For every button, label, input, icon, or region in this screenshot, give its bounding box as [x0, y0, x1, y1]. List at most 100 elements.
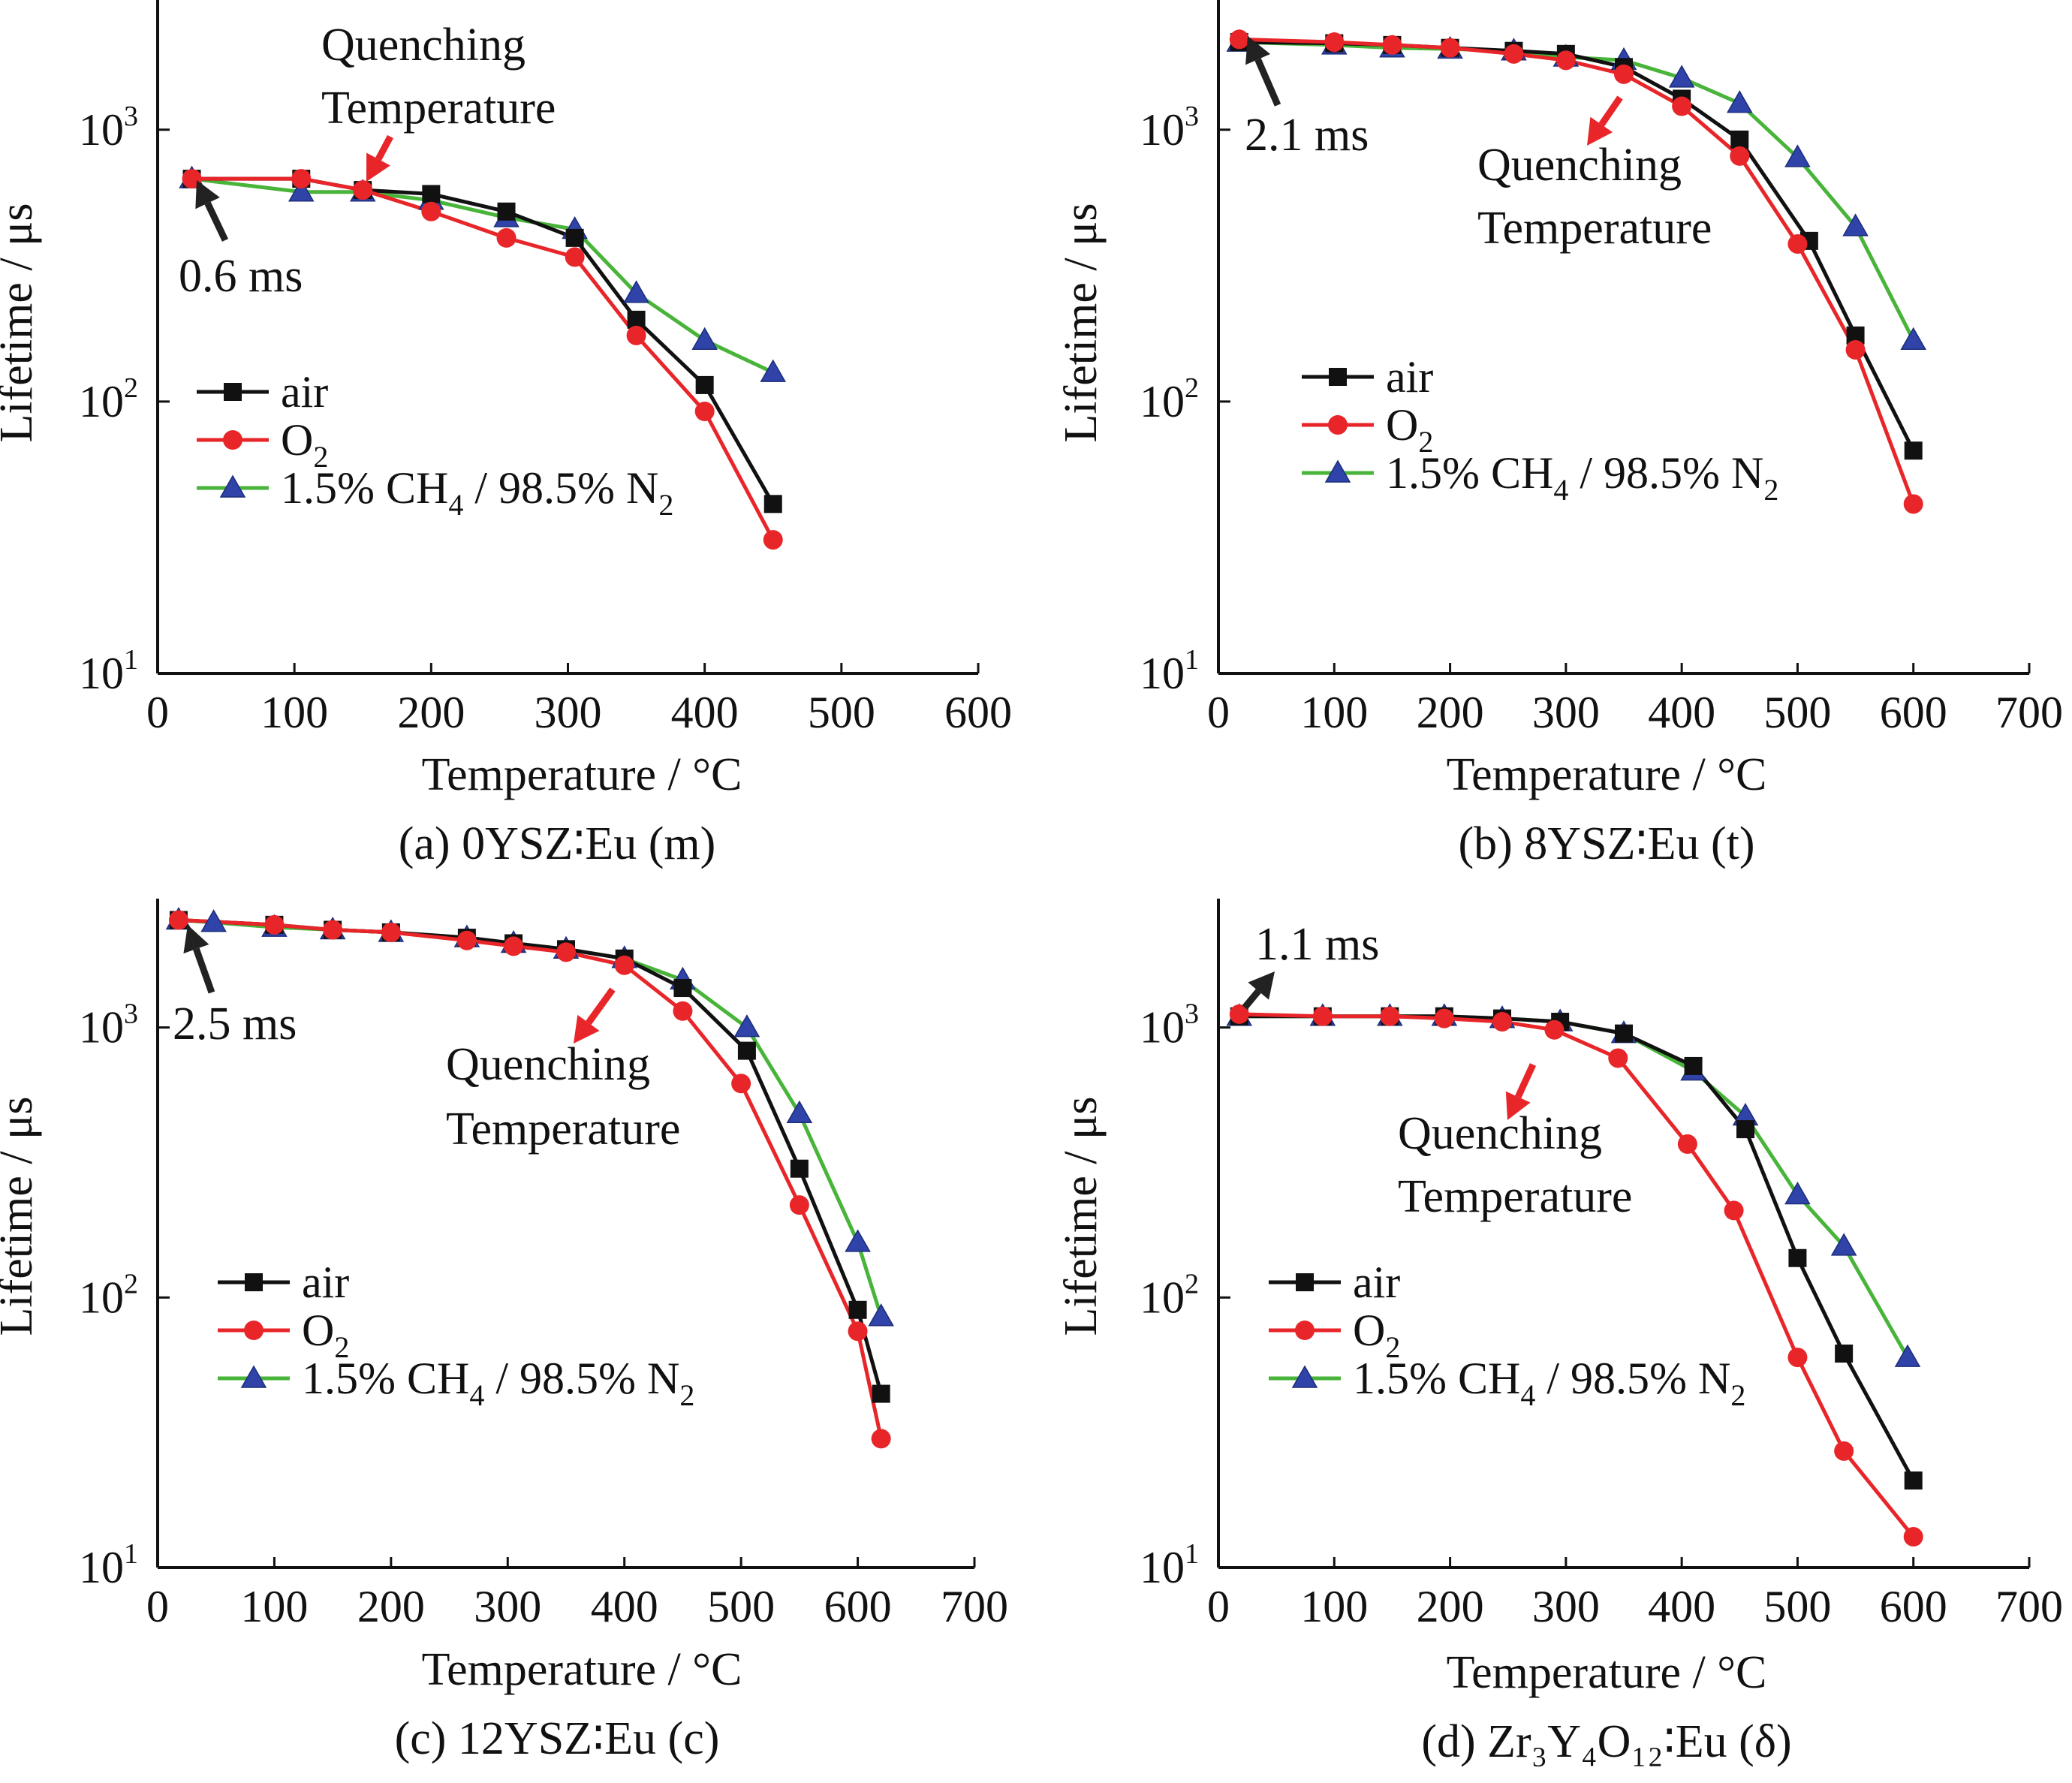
air-square-marker: [1329, 368, 1347, 386]
o2-circle-marker: [871, 1429, 891, 1449]
ch4-triangle-marker: [786, 1100, 813, 1124]
air-square-marker: [763, 495, 782, 514]
air-series-line: [1239, 1014, 1915, 1482]
o2-circle-marker: [496, 227, 516, 248]
o2-circle-marker: [1903, 1527, 1923, 1547]
air-square-marker: [1835, 1344, 1854, 1363]
panel-caption: (d) Zr₃Y₄O₁₂∶Eu (δ): [1421, 1716, 1791, 1767]
dark-arrow-icon: [195, 180, 229, 242]
y-tick-label: 101: [79, 644, 138, 698]
o2-circle-marker: [1440, 38, 1460, 58]
ch4-triangle-marker: [240, 1365, 267, 1388]
air-square-marker: [497, 202, 516, 221]
o2-circle-marker: [1672, 96, 1692, 116]
chart-panel-b: 0 100 200 300 400 500 600 700 101 102 103 2.1 ms Q…: [1056, 0, 2063, 869]
y-tick-label: 103: [79, 101, 138, 155]
legend-label-air: air: [302, 1257, 349, 1307]
o2-circle-marker: [673, 1001, 693, 1021]
x-tick-label: 100: [1300, 688, 1368, 737]
o2-circle-marker: [1677, 1134, 1697, 1154]
y-tick-label: 101: [1140, 1538, 1199, 1592]
air-square-marker: [245, 1273, 263, 1291]
air-square-marker: [848, 1300, 867, 1319]
ch4-triangle-marker: [733, 1014, 760, 1038]
chart-panel-a: 0 100 200 300 400 500 600 101 102 103 0.6 ms Quen…: [0, 0, 1012, 869]
arrow-shaft: [1242, 989, 1261, 1010]
ch4-triangle-marker: [1291, 1365, 1318, 1388]
x-axis-title: Temperature / °C: [1447, 749, 1767, 800]
air-square-marker: [1736, 1120, 1754, 1139]
quenching-annotation-line2: Temperature: [446, 1104, 680, 1155]
air-square-marker: [224, 383, 242, 401]
x-tick-label: 700: [1995, 688, 2063, 737]
x-tick-label: 0: [1207, 688, 1230, 737]
ch4-series-line: [1239, 40, 1915, 342]
legend-label-o2: O2: [281, 415, 328, 474]
panel-caption: (c) 12YSZ∶Eu (c): [395, 1713, 720, 1764]
o2-circle-marker: [614, 955, 634, 975]
o2-circle-marker: [1229, 29, 1249, 50]
arrow-head: [1587, 116, 1613, 146]
y-tick-label: 102: [79, 1268, 138, 1322]
x-tick-label: 300: [474, 1582, 541, 1631]
ch4-triangle-marker: [288, 179, 315, 202]
y-tick-label: 102: [1140, 1268, 1199, 1322]
annotations: 0.6 ms Quenching Temperature: [179, 20, 556, 302]
y-tick-label: 101: [1140, 644, 1199, 698]
o2-circle-marker: [1380, 1006, 1400, 1026]
o2-circle-marker: [168, 910, 188, 930]
y-tick-label: 102: [79, 372, 138, 426]
air-square-marker: [872, 1384, 890, 1403]
arrow-head: [1245, 36, 1271, 65]
legend-label-ch4: 1.5% CH4 / 98.5% N2: [1353, 1354, 1745, 1412]
ch4-triangle-marker: [623, 280, 649, 303]
air-square-marker: [737, 1041, 756, 1060]
o2-circle-marker: [1382, 35, 1402, 55]
air-square-marker: [1730, 130, 1749, 149]
ch4-triangle-marker: [1830, 1233, 1857, 1256]
ch4-triangle-marker: [1668, 65, 1695, 88]
x-tick-label: 600: [1880, 688, 1947, 737]
chart-panel-c: 0 100 200 300 400 500 600 700 101 102 103 2.5 ms Q…: [0, 899, 1008, 1764]
arrow-head: [1248, 971, 1275, 1000]
o2-circle-marker: [381, 922, 401, 942]
o2-circle-marker: [763, 530, 783, 550]
o2-circle-marker: [323, 920, 343, 940]
air-square-marker: [1904, 441, 1923, 460]
air-square-marker: [790, 1159, 809, 1178]
series-layer: [165, 906, 894, 1449]
air-square-marker: [695, 375, 714, 394]
air-square-marker: [673, 979, 692, 998]
o2-circle-marker: [456, 930, 477, 950]
quenching-annotation-line2: Temperature: [1398, 1171, 1632, 1222]
panel-caption: (b) 8YSZ∶Eu (t): [1459, 818, 1755, 869]
y-axis-title: Lifetime / μs: [0, 1096, 42, 1336]
o2-circle-marker: [1295, 1321, 1315, 1340]
o2-circle-marker: [1845, 339, 1866, 360]
o2-circle-marker: [1730, 146, 1750, 166]
y-tick-label: 101: [79, 1538, 138, 1592]
lifetime-annotation: 1.1 ms: [1255, 919, 1379, 970]
air-square-marker: [1684, 1056, 1703, 1075]
x-tick-label: 400: [1648, 1582, 1715, 1631]
legend-label-o2: O2: [1353, 1306, 1400, 1364]
y-axis-title: Lifetime / μs: [1056, 1096, 1107, 1336]
o2-circle-marker: [1614, 64, 1634, 84]
x-tick-label: 600: [824, 1582, 892, 1631]
x-tick-label: 200: [357, 1582, 425, 1631]
y-tick-label: 102: [1140, 372, 1199, 426]
x-tick-label: 200: [397, 688, 465, 737]
x-axis-title: Temperature / °C: [422, 749, 742, 800]
panel-caption: (a) 0YSZ∶Eu (m): [399, 818, 715, 869]
quenching-annotation-line1: Quenching: [446, 1039, 650, 1090]
o2-circle-marker: [789, 1195, 809, 1215]
o2-circle-marker: [504, 936, 524, 956]
x-tick-label: 300: [1532, 1582, 1600, 1631]
annotations: 2.1 ms Quenching Temperature: [1245, 36, 1712, 254]
y-axis-title: Lifetime / μs: [1056, 203, 1107, 442]
ch4-triangle-marker: [1784, 144, 1811, 167]
arrow-shaft: [586, 987, 616, 1026]
air-square-marker: [422, 185, 441, 203]
